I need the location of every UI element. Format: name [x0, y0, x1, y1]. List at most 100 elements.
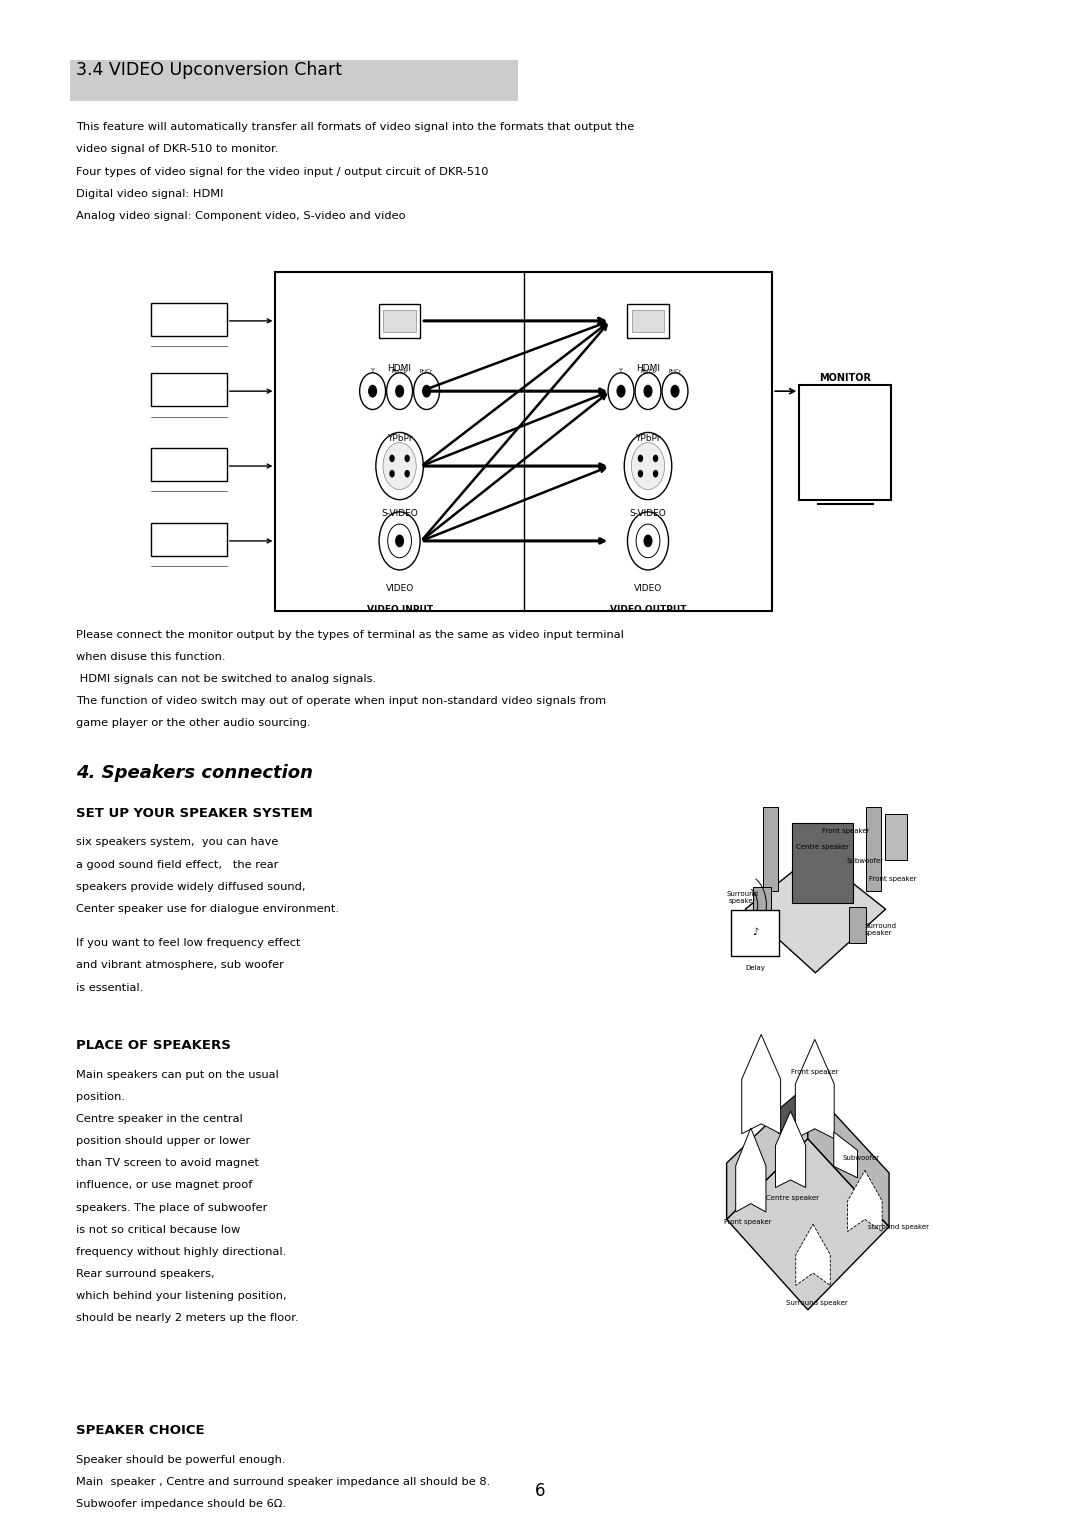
Circle shape [395, 535, 404, 547]
Circle shape [637, 454, 644, 461]
Text: SET UP YOUR SPEAKER SYSTEM: SET UP YOUR SPEAKER SYSTEM [76, 807, 312, 821]
Circle shape [395, 385, 404, 397]
Text: Front speaker: Front speaker [791, 1070, 838, 1076]
Text: than TV screen to avoid magnet: than TV screen to avoid magnet [76, 1158, 258, 1169]
Circle shape [644, 385, 652, 397]
Text: Surround
speaker: Surround speaker [864, 923, 896, 935]
Text: Pr/Cr: Pr/Cr [669, 368, 681, 373]
Text: position should upper or lower: position should upper or lower [76, 1135, 249, 1146]
Circle shape [671, 385, 679, 397]
Text: PLACE OF SPEAKERS: PLACE OF SPEAKERS [76, 1039, 230, 1053]
Text: Surround
speaker: Surround speaker [727, 891, 758, 903]
Bar [151, 448, 227, 481]
Text: Pb/Cb: Pb/Cb [640, 368, 656, 373]
Bar [151, 373, 227, 406]
Circle shape [389, 454, 395, 461]
Bar [379, 304, 420, 338]
Polygon shape [796, 1224, 831, 1285]
Bar [275, 272, 772, 611]
Circle shape [637, 469, 644, 477]
Text: position.: position. [76, 1091, 124, 1102]
Bar [886, 814, 907, 860]
Text: Main speakers can put on the usual: Main speakers can put on the usual [76, 1070, 279, 1080]
Text: video signal of DKR-510 to monitor.: video signal of DKR-510 to monitor. [76, 144, 279, 154]
Text: when disuse this function.: when disuse this function. [76, 651, 225, 662]
Text: Delay: Delay [745, 966, 765, 972]
Text: Please connect the monitor output by the types of terminal as the same as video : Please connect the monitor output by the… [76, 630, 623, 640]
Circle shape [387, 373, 413, 410]
Text: If you want to feel low frequency effect: If you want to feel low frequency effect [76, 938, 300, 949]
Polygon shape [848, 1170, 882, 1232]
Text: Front speaker: Front speaker [868, 877, 916, 882]
Circle shape [652, 469, 659, 477]
Circle shape [644, 535, 652, 547]
Circle shape [624, 432, 672, 500]
Text: which behind your listening position,: which behind your listening position, [76, 1291, 286, 1302]
Text: 6: 6 [535, 1482, 545, 1500]
Text: HDMI signals can not be switched to analog signals.: HDMI signals can not be switched to anal… [76, 674, 376, 685]
Text: Centre speaker: Centre speaker [796, 843, 849, 850]
Bar [151, 523, 227, 556]
Bar [731, 911, 779, 957]
Text: six speakers system,  you can have: six speakers system, you can have [76, 837, 278, 848]
Bar [632, 310, 664, 332]
Circle shape [635, 373, 661, 410]
Text: speakers provide widely diffused sound,: speakers provide widely diffused sound, [76, 882, 306, 892]
Text: The function of video switch may out of operate when input non-standard video si: The function of video switch may out of … [76, 697, 606, 706]
Text: a good sound field effect,   the rear: a good sound field effect, the rear [76, 859, 278, 869]
Polygon shape [727, 1138, 889, 1309]
Polygon shape [779, 1085, 808, 1134]
Text: Pr/Cr: Pr/Cr [420, 368, 433, 373]
Circle shape [388, 524, 411, 558]
Text: game player or the other audio sourcing.: game player or the other audio sourcing. [76, 718, 310, 729]
Bar [762, 807, 778, 891]
Text: Subwoofer impedance should be 6Ω.: Subwoofer impedance should be 6Ω. [76, 1499, 285, 1510]
Bar [383, 310, 416, 332]
Text: VIDEO OUTPUT: VIDEO OUTPUT [610, 605, 686, 614]
Circle shape [636, 524, 660, 558]
Circle shape [405, 454, 410, 461]
Text: VIDEO: VIDEO [386, 584, 414, 593]
Polygon shape [834, 1132, 858, 1178]
Text: and vibrant atmosphere, sub woofer: and vibrant atmosphere, sub woofer [76, 960, 283, 970]
Text: 3.4 VIDEO Upconversion Chart: 3.4 VIDEO Upconversion Chart [76, 61, 341, 79]
Text: should be nearly 2 meters up the floor.: should be nearly 2 meters up the floor. [76, 1313, 298, 1323]
Bar [849, 906, 866, 943]
Polygon shape [808, 1085, 889, 1227]
Circle shape [652, 454, 659, 461]
Text: Four types of video signal for the video input / output circuit of DKR-510: Four types of video signal for the video… [76, 167, 488, 177]
Text: Pb/Cb: Pb/Cb [392, 368, 407, 373]
Text: Centre speaker: Centre speaker [766, 1195, 819, 1201]
Text: Front speaker: Front speaker [823, 828, 869, 834]
Text: This feature will automatically transfer all formats of video signal into the fo: This feature will automatically transfer… [76, 122, 634, 133]
Polygon shape [775, 1111, 806, 1187]
Text: surround speaker: surround speaker [868, 1224, 929, 1230]
Text: 4. Speakers connection: 4. Speakers connection [76, 764, 312, 782]
Text: Y: Y [370, 368, 375, 373]
Circle shape [383, 443, 416, 489]
Bar [799, 385, 891, 500]
Polygon shape [742, 1034, 781, 1134]
Text: Subwoofer: Subwoofer [842, 1155, 879, 1161]
Text: frequency without highly directional.: frequency without highly directional. [76, 1247, 286, 1258]
Text: Digital video signal: HDMI: Digital video signal: HDMI [76, 188, 224, 199]
Text: Center speaker use for dialogue environment.: Center speaker use for dialogue environm… [76, 903, 339, 914]
Circle shape [662, 373, 688, 410]
Bar [151, 303, 227, 336]
Text: SPEAKER CHOICE: SPEAKER CHOICE [76, 1424, 204, 1438]
Text: Analog video signal: Component video, S-video and video: Analog video signal: Component video, S-… [76, 211, 405, 222]
Text: Centre speaker in the central: Centre speaker in the central [76, 1114, 242, 1125]
Text: HDMI: HDMI [636, 364, 660, 373]
Text: Speaker should be powerful enough.: Speaker should be powerful enough. [76, 1455, 285, 1465]
Text: HDMI: HDMI [388, 364, 411, 373]
Circle shape [617, 385, 625, 397]
Polygon shape [795, 1039, 834, 1138]
Text: Front speaker: Front speaker [724, 1219, 771, 1225]
Text: S-VIDEO: S-VIDEO [630, 509, 666, 518]
Text: speakers. The place of subwoofer: speakers. The place of subwoofer [76, 1203, 267, 1213]
Circle shape [422, 385, 431, 397]
Circle shape [389, 469, 395, 477]
Bar [70, 60, 518, 101]
Circle shape [368, 385, 377, 397]
Text: Rear surround speakers,: Rear surround speakers, [76, 1268, 214, 1279]
